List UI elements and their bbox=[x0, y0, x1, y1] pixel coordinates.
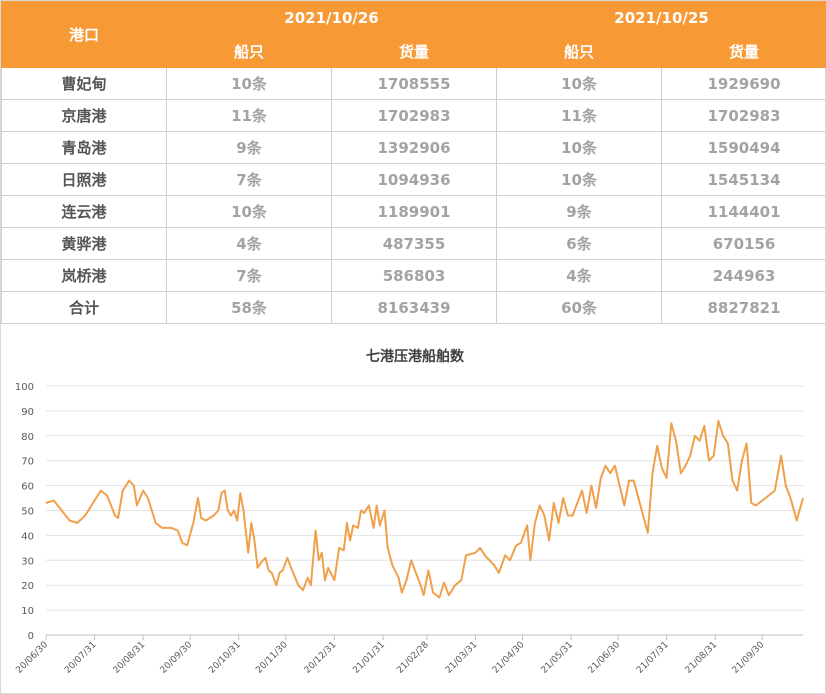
x-tick-label: 21/01/31 bbox=[351, 640, 387, 676]
table-row: 京唐港 11条 1702983 11条 1702983 bbox=[1, 99, 826, 132]
port-name: 合计 bbox=[1, 291, 167, 324]
port-name: 岚桥港 bbox=[1, 259, 167, 292]
y-tick-label: 90 bbox=[21, 407, 34, 418]
chart-grid bbox=[46, 385, 803, 636]
cargo-value: 670156 bbox=[661, 227, 826, 260]
port-name: 连云港 bbox=[1, 195, 167, 228]
table-row-total: 合计 58条 8163439 60条 8827821 bbox=[1, 291, 826, 324]
port-name: 曹妃甸 bbox=[1, 67, 167, 100]
y-tick-label: 0 bbox=[28, 631, 34, 642]
table-row: 曹妃甸 10条 1708555 10条 1929690 bbox=[1, 67, 826, 100]
series-line bbox=[45, 419, 804, 599]
cargo-value: 487355 bbox=[330, 227, 498, 260]
x-tick-label: 21/07/31 bbox=[635, 640, 671, 676]
ships-value: 4条 bbox=[496, 259, 663, 292]
cargo-value: 1189901 bbox=[330, 195, 498, 228]
ships-value: 6条 bbox=[496, 227, 663, 260]
y-tick-label: 10 bbox=[21, 606, 34, 617]
x-tick-label: 20/09/30 bbox=[159, 640, 195, 676]
ships-value: 9条 bbox=[166, 131, 332, 164]
y-tick-label: 60 bbox=[21, 482, 34, 493]
x-tick-label: 21/04/30 bbox=[491, 640, 527, 676]
cargo-value: 8827821 bbox=[661, 291, 826, 324]
ships-value: 10条 bbox=[166, 195, 332, 228]
date-header-1: 2021/10/26 bbox=[165, 1, 498, 35]
ships-value: 7条 bbox=[166, 259, 332, 292]
x-tick-label: 20/10/31 bbox=[207, 640, 243, 676]
port-table: 港口 2021/10/26 2021/10/25 船只 货量 船只 货量 曹妃甸… bbox=[1, 1, 826, 324]
ships-value: 10条 bbox=[496, 67, 663, 100]
ships-header-1: 船只 bbox=[166, 34, 332, 68]
y-axis-ticks: 0 10 20 30 40 50 60 70 80 90 100 bbox=[15, 382, 34, 642]
cargo-header-1: 货量 bbox=[330, 34, 498, 68]
x-tick-label: 21/06/30 bbox=[587, 640, 623, 676]
y-tick-label: 20 bbox=[21, 581, 34, 592]
ships-value: 10条 bbox=[496, 163, 663, 196]
table-row: 岚桥港 7条 586803 4条 244963 bbox=[1, 259, 826, 292]
cargo-value: 1144401 bbox=[661, 195, 826, 228]
cargo-value: 244963 bbox=[661, 259, 826, 292]
table-row: 黄骅港 4条 487355 6条 670156 bbox=[1, 227, 826, 260]
y-tick-label: 50 bbox=[21, 507, 34, 518]
port-name: 日照港 bbox=[1, 163, 167, 196]
x-tick-label: 21/03/31 bbox=[444, 640, 480, 676]
ships-value: 9条 bbox=[496, 195, 663, 228]
port-name: 青岛港 bbox=[1, 131, 167, 164]
cargo-value: 8163439 bbox=[330, 291, 498, 324]
ships-value: 10条 bbox=[166, 67, 332, 100]
ships-value: 58条 bbox=[166, 291, 332, 324]
cargo-value: 1929690 bbox=[661, 67, 826, 100]
y-tick-label: 100 bbox=[15, 382, 34, 393]
x-axis-ticks: 20/06/30 20/07/31 20/08/31 20/09/30 20/10/31… bbox=[14, 635, 767, 676]
cargo-value: 1708555 bbox=[330, 67, 498, 100]
chart-title: 七港压港船舶数 bbox=[366, 348, 465, 365]
table-row: 日照港 7条 1094936 10条 1545134 bbox=[1, 163, 826, 196]
y-tick-label: 70 bbox=[21, 457, 34, 468]
cargo-value: 1590494 bbox=[661, 131, 826, 164]
x-tick-label: 21/02/28 bbox=[395, 640, 431, 676]
cargo-value: 1702983 bbox=[661, 99, 826, 132]
cargo-value: 1094936 bbox=[330, 163, 498, 196]
y-tick-label: 30 bbox=[21, 556, 34, 567]
ships-value: 10条 bbox=[496, 131, 663, 164]
table-row: 青岛港 9条 1392906 10条 1590494 bbox=[1, 131, 826, 164]
y-tick-label: 40 bbox=[21, 531, 34, 542]
port-name: 黄骅港 bbox=[1, 227, 167, 260]
ships-value: 11条 bbox=[166, 99, 332, 132]
ships-value: 7条 bbox=[166, 163, 332, 196]
x-tick-label: 21/05/31 bbox=[540, 640, 576, 676]
table-row: 连云港 10条 1189901 9条 1144401 bbox=[1, 195, 826, 228]
ships-header-2: 船只 bbox=[496, 34, 663, 68]
ships-value: 60条 bbox=[496, 291, 663, 324]
cargo-value: 1392906 bbox=[330, 131, 498, 164]
y-tick-label: 80 bbox=[21, 432, 34, 443]
x-tick-label: 20/07/31 bbox=[63, 640, 99, 676]
cargo-value: 586803 bbox=[330, 259, 498, 292]
x-tick-label: 20/06/30 bbox=[14, 640, 50, 676]
x-tick-label: 20/11/30 bbox=[254, 640, 290, 676]
x-tick-label: 20/12/31 bbox=[303, 640, 339, 676]
cargo-value: 1545134 bbox=[661, 163, 826, 196]
cargo-value: 1702983 bbox=[330, 99, 498, 132]
port-header: 港口 bbox=[1, 1, 167, 68]
date-header-2: 2021/10/25 bbox=[496, 1, 826, 35]
x-tick-label: 20/08/31 bbox=[112, 640, 148, 676]
x-tick-label: 21/08/31 bbox=[684, 640, 720, 676]
ships-value: 4条 bbox=[166, 227, 332, 260]
cargo-header-2: 货量 bbox=[661, 34, 826, 68]
port-name: 京唐港 bbox=[1, 99, 167, 132]
x-tick-label: 21/09/30 bbox=[731, 640, 767, 676]
ships-value: 11条 bbox=[496, 99, 663, 132]
